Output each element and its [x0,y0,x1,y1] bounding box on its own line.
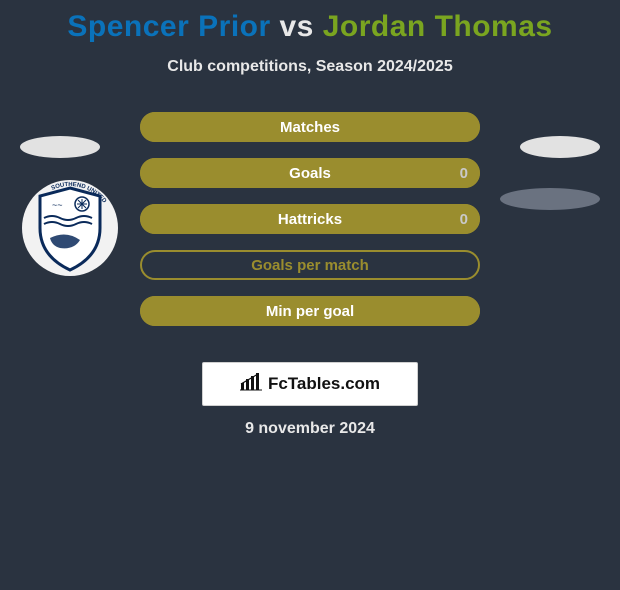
chart-icon [240,373,262,396]
stat-label: Goals [289,165,331,182]
stat-label: Goals per match [251,257,369,274]
stat-row-min-per-goal: Min per goal [140,296,480,326]
stat-bar: Min per goal [140,296,480,326]
stat-row-matches: Matches [140,112,480,142]
stat-bar: Matches [140,112,480,142]
brand-watermark[interactable]: FcTables.com [202,362,418,406]
stat-label: Matches [280,119,340,136]
subtitle: Club competitions, Season 2024/2025 [0,58,620,76]
stat-value-right: 0 [460,204,468,234]
stat-row-goals-per-match: Goals per match [140,250,480,280]
vs-word: vs [280,10,314,43]
stat-bar: Goals [140,158,480,188]
stat-value-right: 0 [460,158,468,188]
comparison-title: Spencer Prior vs Jordan Thomas [0,10,620,44]
stat-row-hattricks: Hattricks 0 [140,204,480,234]
stat-bar: Hattricks [140,204,480,234]
stat-label: Hattricks [278,211,342,228]
stat-label: Min per goal [266,303,354,320]
brand-text: FcTables.com [268,374,380,394]
stat-row-goals: Goals 0 [140,158,480,188]
player1-name: Spencer Prior [67,10,270,43]
player2-name: Jordan Thomas [323,10,553,43]
generated-date: 9 november 2024 [0,420,620,438]
stats-chart: Matches Goals 0 Hattricks 0 Goals per ma… [0,112,620,372]
stat-bar: Goals per match [140,250,480,280]
